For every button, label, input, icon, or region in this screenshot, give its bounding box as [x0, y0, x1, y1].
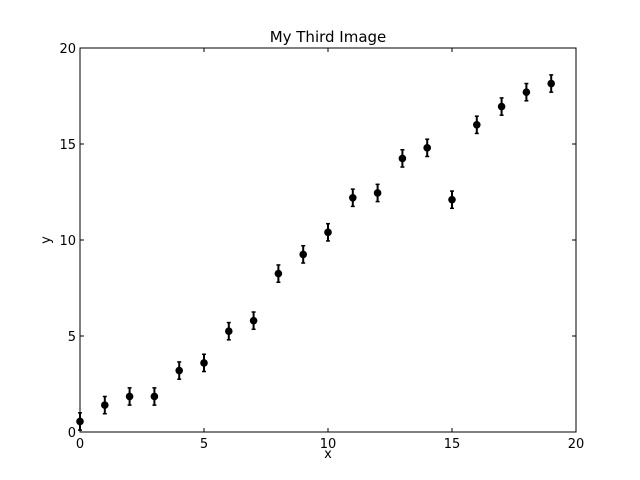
data-point: [299, 250, 308, 259]
data-point: [101, 401, 109, 409]
data-point: [125, 392, 134, 401]
data-point: [398, 154, 407, 163]
x-tick-label: 20: [568, 437, 585, 452]
x-tick-label: 15: [444, 437, 461, 452]
y-tick-label: 0: [68, 426, 76, 441]
data-point: [547, 79, 555, 88]
y-axis-label: y: [39, 236, 54, 244]
y-tick-label: 10: [59, 234, 76, 249]
x-tick-label: 0: [76, 437, 84, 452]
data-point: [349, 193, 357, 202]
data-point: [249, 316, 258, 325]
data-point: [274, 269, 283, 278]
data-point: [324, 228, 332, 237]
axis-ticks: [79, 47, 577, 433]
chart-title: My Third Image: [270, 28, 387, 46]
data-point: [200, 359, 208, 367]
data-point: [175, 366, 183, 375]
data-points: [76, 79, 555, 426]
data-point: [448, 195, 456, 204]
data-point: [76, 417, 84, 426]
data-point: [522, 88, 531, 96]
data-point: [150, 392, 159, 401]
data-point: [473, 121, 481, 129]
data-point: [373, 189, 382, 197]
x-tick-label: 5: [200, 437, 208, 452]
data-point: [497, 102, 506, 111]
y-tick-label: 5: [68, 330, 76, 345]
data-point: [423, 144, 432, 152]
y-tick-label: 20: [59, 42, 76, 57]
y-tick-label: 15: [59, 138, 76, 153]
x-axis-label: x: [324, 447, 332, 462]
x-tick-label: 10: [320, 437, 337, 452]
data-point: [225, 327, 233, 336]
tick-labels: 0 5 10 15 20 0 5 10 15 20: [59, 42, 584, 452]
